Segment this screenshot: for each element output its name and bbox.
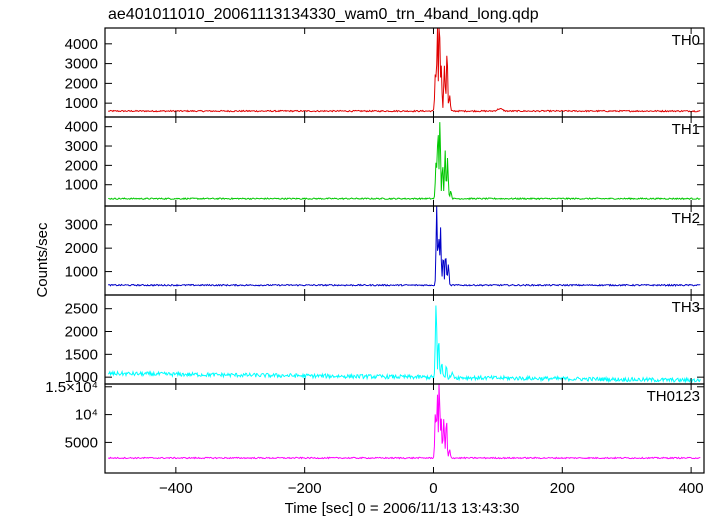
series-line-th0123 [107,384,701,460]
panel-frame-th0 [104,27,705,118]
y-tick-label: 2000 [65,324,98,341]
chart-title: ae401011010_20061113134330_wam0_trn_4ban… [108,6,539,23]
series-label: TH2 [672,210,700,227]
x-tick-label: 400 [679,480,704,497]
y-tick-label: 1000 [65,177,98,194]
y-tick-label: 2000 [65,157,98,174]
y-tick-label: 3000 [65,138,98,155]
x-axis: −400 −200 0 200 400 [159,480,704,497]
y-tick-label: 1.5×10⁴ [45,379,98,396]
y-tick-label: 1000 [65,369,98,386]
y-tick-label: 4000 [65,36,98,53]
y-tick-label: 3000 [65,217,98,234]
y-tick-label: 4000 [65,119,98,136]
series-label: TH0 [672,32,700,49]
panel-frame-th3 [104,294,705,385]
panel-th1: 1000 2000 3000 4000 TH1 [65,116,705,207]
series-label: TH0123 [647,388,700,405]
series-line-th3 [107,305,701,384]
series-line-th1 [108,122,701,201]
y-tick-label: 2000 [65,240,98,257]
series-line-th0 [107,27,701,113]
y-tick-label: 3000 [65,56,98,73]
panel-frame-th0123 [104,383,705,474]
y-tick-label: 2500 [65,301,98,318]
x-tick-label: −400 [159,480,193,497]
series-line-th2 [107,205,701,287]
y-tick-label: 2000 [65,75,98,92]
y-tick-label: 1000 [65,95,98,112]
panel-frame-th1 [104,116,705,207]
panel-th0123: 5000 10⁴ 1.5×10⁴ TH0123 [45,379,705,474]
x-tick-label: −200 [288,480,322,497]
panel-frame-th2 [104,205,705,296]
y-tick-label: 10⁴ [75,407,98,424]
x-tick-label: 200 [550,480,575,497]
panel-th3: 1000 1500 2000 2500 TH3 [65,294,705,386]
y-tick-label: 5000 [65,434,98,451]
panel-th0: 1000 2000 3000 4000 TH0 [65,27,705,118]
series-label: TH1 [672,121,700,138]
y-tick-label: 1500 [65,346,98,363]
x-tick-label: 0 [429,480,437,497]
y-tick-label: 1000 [65,264,98,281]
series-label: TH3 [672,299,700,316]
panel-th2: 1000 2000 3000 TH2 [65,205,705,296]
x-axis-label: Time [sec] 0 = 2006/11/13 13:43:30 [285,500,520,516]
y-axis-label: Counts/sec [34,222,51,298]
